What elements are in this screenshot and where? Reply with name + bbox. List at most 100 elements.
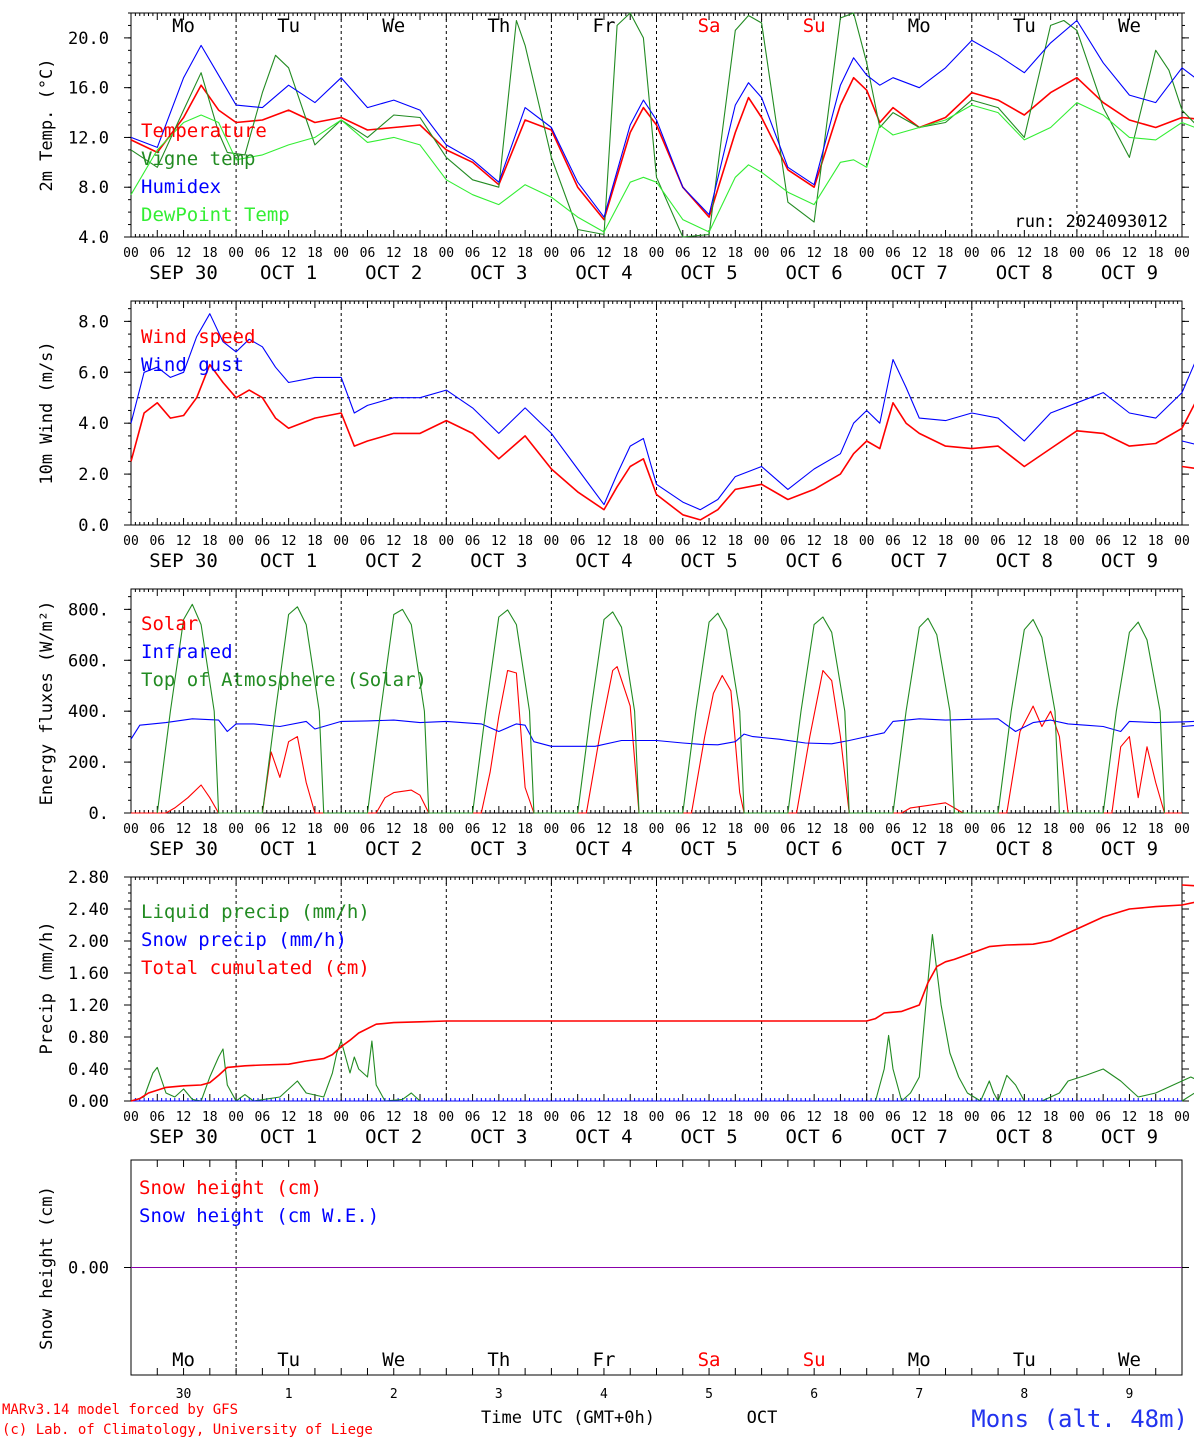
- panel-3-hour-label: 18: [202, 822, 218, 837]
- panel-3-hour-label: 06: [885, 822, 901, 837]
- panel-1-y-tick-label: 16.0: [68, 79, 109, 99]
- panel-3-hour-label: 00: [228, 822, 244, 837]
- panel-3-y-tick-label: 0.: [89, 804, 109, 824]
- panel-4-hour-label: 00: [123, 1110, 139, 1125]
- panel-2-hour-label: 18: [938, 534, 954, 549]
- panel-2-hour-label: 06: [465, 534, 481, 549]
- precip-axis-title: Precip (mm/h): [37, 921, 57, 1054]
- panel-3-hour-label: 00: [964, 822, 980, 837]
- panel-1-hour-label: 12: [491, 246, 507, 261]
- panel-3-hour-label: 06: [255, 822, 271, 837]
- temperature-axis-title: 2m Temp. (°C): [37, 58, 57, 191]
- panel-4-date-label: OCT 1: [260, 1126, 317, 1148]
- panel-3-hour-label: 06: [990, 822, 1006, 837]
- panel-3-hour-label: 06: [149, 822, 165, 837]
- panel-2-hour-label: 06: [360, 534, 376, 549]
- panel-2-y-tick-label: 4.0: [78, 414, 109, 434]
- panel-3-y-tick-label: 800.: [68, 600, 109, 620]
- panel-2-y-tick-label: 0.0: [78, 516, 109, 536]
- panel-3-legend-entry: Infrared: [141, 641, 233, 663]
- panel-1-hour-label: 12: [806, 246, 822, 261]
- panel-4-date-label: OCT 2: [365, 1126, 422, 1148]
- panel-4-y-tick-label: 2.00: [68, 932, 109, 952]
- panel-4-hour-label: 00: [1174, 1110, 1190, 1125]
- panel-3-y-tick-label: 600.: [68, 651, 109, 671]
- panel-4-hour-label: 12: [1017, 1110, 1033, 1125]
- panel-1-weekday-label: Th: [487, 15, 510, 37]
- panel-1-hour-label: 00: [228, 246, 244, 261]
- panel-1-date-label: OCT 7: [891, 262, 948, 284]
- panel-4-hour-label: 00: [544, 1110, 560, 1125]
- panel-2-hour-label: 00: [1069, 534, 1085, 549]
- panel-4-y-tick-label: 0.00: [68, 1092, 109, 1112]
- panel-3-hour-label: 00: [649, 822, 665, 837]
- panel-3-hour-label: 18: [727, 822, 743, 837]
- panel-2-hour-label: 12: [491, 534, 507, 549]
- panel-1-date-label: OCT 6: [786, 262, 843, 284]
- lab-credit: (c) Lab. of Climatology, University of L…: [2, 1422, 373, 1438]
- panel-4-hour-label: 18: [833, 1110, 849, 1125]
- panel-4-hour-label: 06: [990, 1110, 1006, 1125]
- panel-2-hour-label: 00: [123, 534, 139, 549]
- panel-1-date-label: OCT 3: [470, 262, 527, 284]
- panel-4-date-label: OCT 9: [1101, 1126, 1158, 1148]
- panel-4-date-label: OCT 7: [891, 1126, 948, 1148]
- panel-1-series-line: [130, 12, 1194, 238]
- panel-1-hour-label: 18: [1043, 246, 1059, 261]
- panel-1-hour-label: 00: [1174, 246, 1190, 261]
- panel-1-y-tick-label: 12.0: [68, 128, 109, 148]
- panel-3-hour-label: 00: [754, 822, 770, 837]
- panel-1-y-tick-label: 4.0: [78, 228, 109, 248]
- panel-4-y-tick-label: 1.60: [68, 964, 109, 984]
- panel-4-y-tick-label: 0.40: [68, 1060, 109, 1080]
- panel-2-date-label: OCT 8: [996, 550, 1053, 572]
- panel-1-hour-label: 12: [596, 246, 612, 261]
- panel-3-hour-label: 18: [938, 822, 954, 837]
- panel-3-hour-label: 00: [123, 822, 139, 837]
- panel-1-hour-label: 18: [412, 246, 428, 261]
- panel-3-hour-label: 00: [859, 822, 875, 837]
- model-credit: MARv3.14 model forced by GFS: [2, 1402, 238, 1418]
- panel-4-hour-label: 18: [622, 1110, 638, 1125]
- panel-4-date-label: OCT 4: [575, 1126, 632, 1148]
- panel-4-hour-label: 18: [412, 1110, 428, 1125]
- panel-2-hour-label: 06: [255, 534, 271, 549]
- panel-2-date-label: OCT 3: [470, 550, 527, 572]
- run-annotation: run: 2024093012: [1014, 212, 1168, 232]
- panel-3-date-label: OCT 8: [996, 838, 1053, 860]
- panel-2-hour-label: 00: [649, 534, 665, 549]
- panel-4-hour-label: 00: [1069, 1110, 1085, 1125]
- panel-2-hour-label: 00: [1174, 534, 1190, 549]
- panel-4-hour-label: 12: [911, 1110, 927, 1125]
- panel-5-day-number: 1: [285, 1387, 293, 1402]
- panel-4-hour-label: 00: [859, 1110, 875, 1125]
- panel-4-date-label: OCT 8: [996, 1126, 1053, 1148]
- panel-2-legend-entry: Wind speed: [141, 326, 255, 348]
- panel-4-hour-label: 00: [754, 1110, 770, 1125]
- wind-axis-title: 10m Wind (m/s): [37, 341, 57, 484]
- panel-2-hour-label: 00: [964, 534, 980, 549]
- panel-2-hour-label: 06: [780, 534, 796, 549]
- panel-2-hour-label: 18: [1148, 534, 1164, 549]
- panel-4-series-line: [130, 884, 1194, 1102]
- panel-2-legend-entry: Wind gust: [141, 354, 244, 376]
- panel-2-hour-label: 18: [307, 534, 323, 549]
- panel-5-day-number: 4: [600, 1387, 608, 1402]
- panel-3-hour-label: 06: [360, 822, 376, 837]
- panel-2-hour-label: 18: [517, 534, 533, 549]
- panel-2-hour-label: 00: [333, 534, 349, 549]
- panel-5-weekday-label: Mo: [908, 1349, 931, 1371]
- panel-1-weekday-label: Sa: [698, 15, 721, 37]
- panel-2-hour-label: 06: [990, 534, 1006, 549]
- panel-4-series-line: [130, 934, 1194, 1102]
- panel-3-hour-label: 06: [570, 822, 586, 837]
- panel-3-date-label: OCT 9: [1101, 838, 1158, 860]
- panel-4-date-label: OCT 3: [470, 1126, 527, 1148]
- panel-1-legend-entry: DewPoint Temp: [141, 204, 290, 226]
- panel-4-y-tick-label: 0.80: [68, 1028, 109, 1048]
- panel-2-hour-label: 12: [1017, 534, 1033, 549]
- panel-2-hour-label: 18: [1043, 534, 1059, 549]
- panel-5-day-number: 2: [390, 1387, 398, 1402]
- panel-1-hour-label: 06: [885, 246, 901, 261]
- panel-4-date-label: OCT 5: [680, 1126, 737, 1148]
